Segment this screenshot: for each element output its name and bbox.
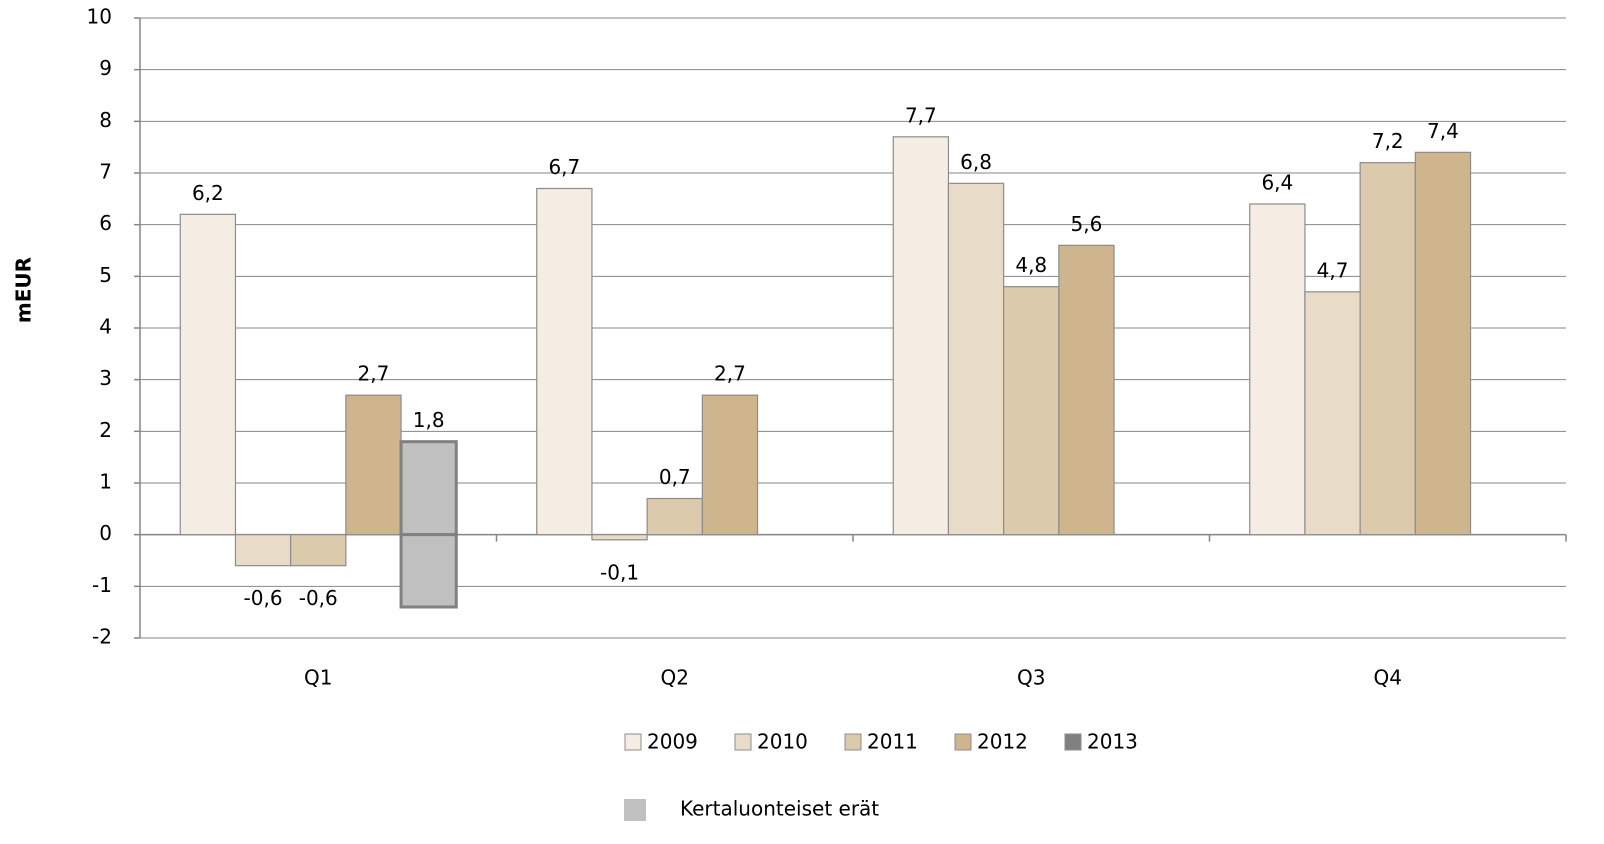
- bar: [1003, 286, 1060, 536]
- bar: [234, 534, 292, 567]
- bar: [947, 182, 1005, 536]
- x-tick-label: Q1: [304, 666, 332, 690]
- data-label: 1,8: [413, 408, 445, 432]
- y-tick-label: 5: [99, 263, 112, 287]
- legend-swatch: [954, 733, 972, 751]
- y-tick-label: 1: [99, 470, 112, 494]
- y-tick-label: 6: [99, 211, 112, 235]
- data-label: 4,8: [1015, 253, 1047, 277]
- bar: [646, 497, 703, 536]
- data-label: 2,7: [714, 362, 746, 386]
- legend-label: 2010: [757, 730, 808, 754]
- data-label: 7,4: [1427, 119, 1459, 143]
- bar: [1304, 291, 1361, 536]
- data-label: 6,7: [548, 155, 580, 179]
- legend-swatch: [624, 799, 646, 821]
- data-label: 4,7: [1317, 258, 1349, 282]
- bar: [1359, 162, 1416, 536]
- y-tick-label: 3: [99, 366, 112, 390]
- data-label: 6,2: [192, 181, 224, 205]
- legend-label: Kertaluonteiset erät: [680, 797, 879, 821]
- bar: [179, 213, 237, 536]
- bar: [1414, 151, 1472, 536]
- data-label: 6,8: [960, 150, 992, 174]
- data-label: 7,7: [905, 103, 937, 127]
- bar: [399, 440, 458, 537]
- bar: [701, 394, 759, 536]
- bar: [591, 534, 648, 541]
- y-tick-label: 4: [99, 315, 112, 339]
- x-tick-label: Q4: [1374, 666, 1402, 690]
- y-axis-label: mEUR: [12, 257, 36, 323]
- data-label: 7,2: [1372, 129, 1404, 153]
- legend-swatch: [1064, 733, 1082, 751]
- data-label: -0,1: [600, 560, 639, 584]
- bar: [290, 534, 347, 567]
- data-label: 2,7: [358, 362, 390, 386]
- y-tick-label: 9: [99, 56, 112, 80]
- bar: [345, 394, 402, 536]
- bar: [1249, 203, 1306, 536]
- legend-swatch: [844, 733, 862, 751]
- legend-label: 2009: [647, 730, 698, 754]
- y-tick-label: 7: [99, 160, 112, 184]
- legend-swatch: [734, 733, 752, 751]
- y-tick-label: -2: [92, 625, 112, 649]
- y-tick-label: 8: [99, 108, 112, 132]
- data-label: 5,6: [1071, 212, 1103, 236]
- y-tick-label: 2: [99, 418, 112, 442]
- data-label: -0,6: [244, 586, 283, 610]
- bar: [536, 187, 593, 536]
- y-tick-label: 0: [99, 521, 112, 545]
- bar: [1058, 244, 1115, 536]
- data-label: -0,6: [299, 586, 338, 610]
- legend-label: 2013: [1087, 730, 1138, 754]
- legend-label: 2012: [977, 730, 1028, 754]
- y-tick-label: -1: [92, 573, 112, 597]
- x-tick-label: Q3: [1017, 666, 1045, 690]
- y-tick-label: 10: [87, 5, 112, 29]
- bar: [892, 136, 950, 536]
- data-label: 0,7: [659, 465, 691, 489]
- legend-swatch: [624, 733, 642, 751]
- x-tick-label: Q2: [661, 666, 689, 690]
- legend-label: 2011: [867, 730, 918, 754]
- bar: [399, 533, 458, 609]
- data-label: 6,4: [1261, 171, 1293, 195]
